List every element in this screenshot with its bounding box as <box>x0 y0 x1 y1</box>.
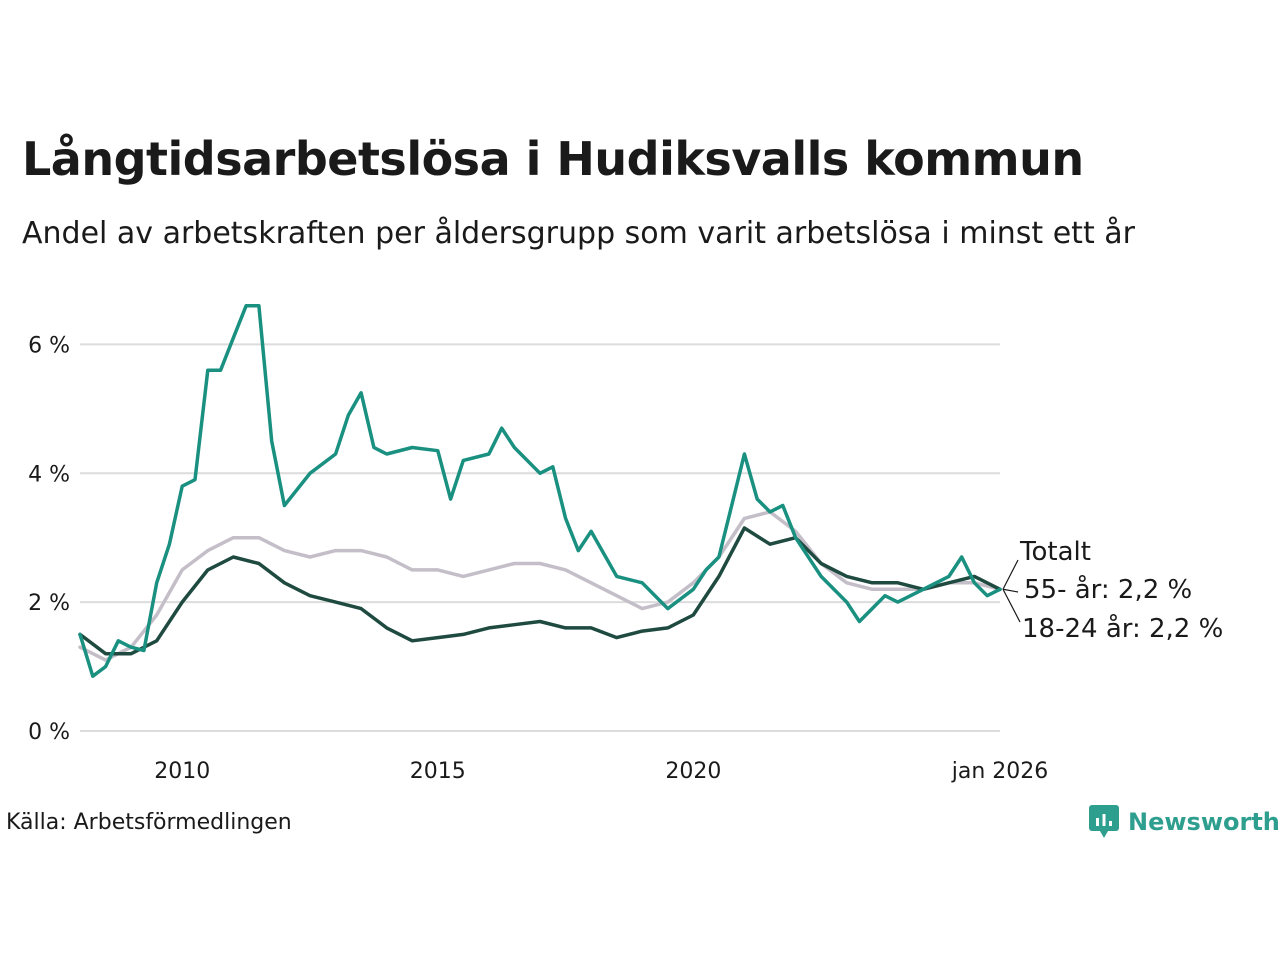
chart-subtitle: Andel av arbetskraften per åldersgrupp s… <box>22 216 1135 251</box>
leader-line <box>1002 559 1019 590</box>
x-tick-label: 2020 <box>665 759 721 784</box>
series-end-label: 18-24 år: 2,2 % <box>1022 613 1223 644</box>
leader-line <box>1002 588 1021 623</box>
series-line-2 <box>78 304 1002 678</box>
series-line-0 <box>78 510 1002 662</box>
series-end-label: Totalt <box>1019 537 1091 567</box>
y-tick-label: 4 % <box>28 462 70 487</box>
x-tick-label: jan 2026 <box>951 759 1049 784</box>
x-tick-label: 2015 <box>410 759 466 784</box>
y-tick-label: 2 % <box>28 591 70 616</box>
series-end-label: 55- år: 2,2 % <box>1024 574 1192 605</box>
newsworthy-logo-icon <box>1089 805 1119 838</box>
y-tick-label: 0 % <box>28 720 70 745</box>
source-note: Källa: Arbetsförmedlingen <box>6 810 292 835</box>
brand-logo[interactable]: Newsworthy <box>1088 804 1280 840</box>
x-tick-label: 2010 <box>154 759 210 784</box>
series-line-1 <box>78 526 1002 656</box>
chart-title: Långtidsarbetslösa i Hudiksvalls kommun <box>22 132 1084 186</box>
y-tick-label: 6 % <box>28 333 70 358</box>
leader-line <box>1002 588 1019 593</box>
brand-name: Newsworthy <box>1128 808 1280 836</box>
